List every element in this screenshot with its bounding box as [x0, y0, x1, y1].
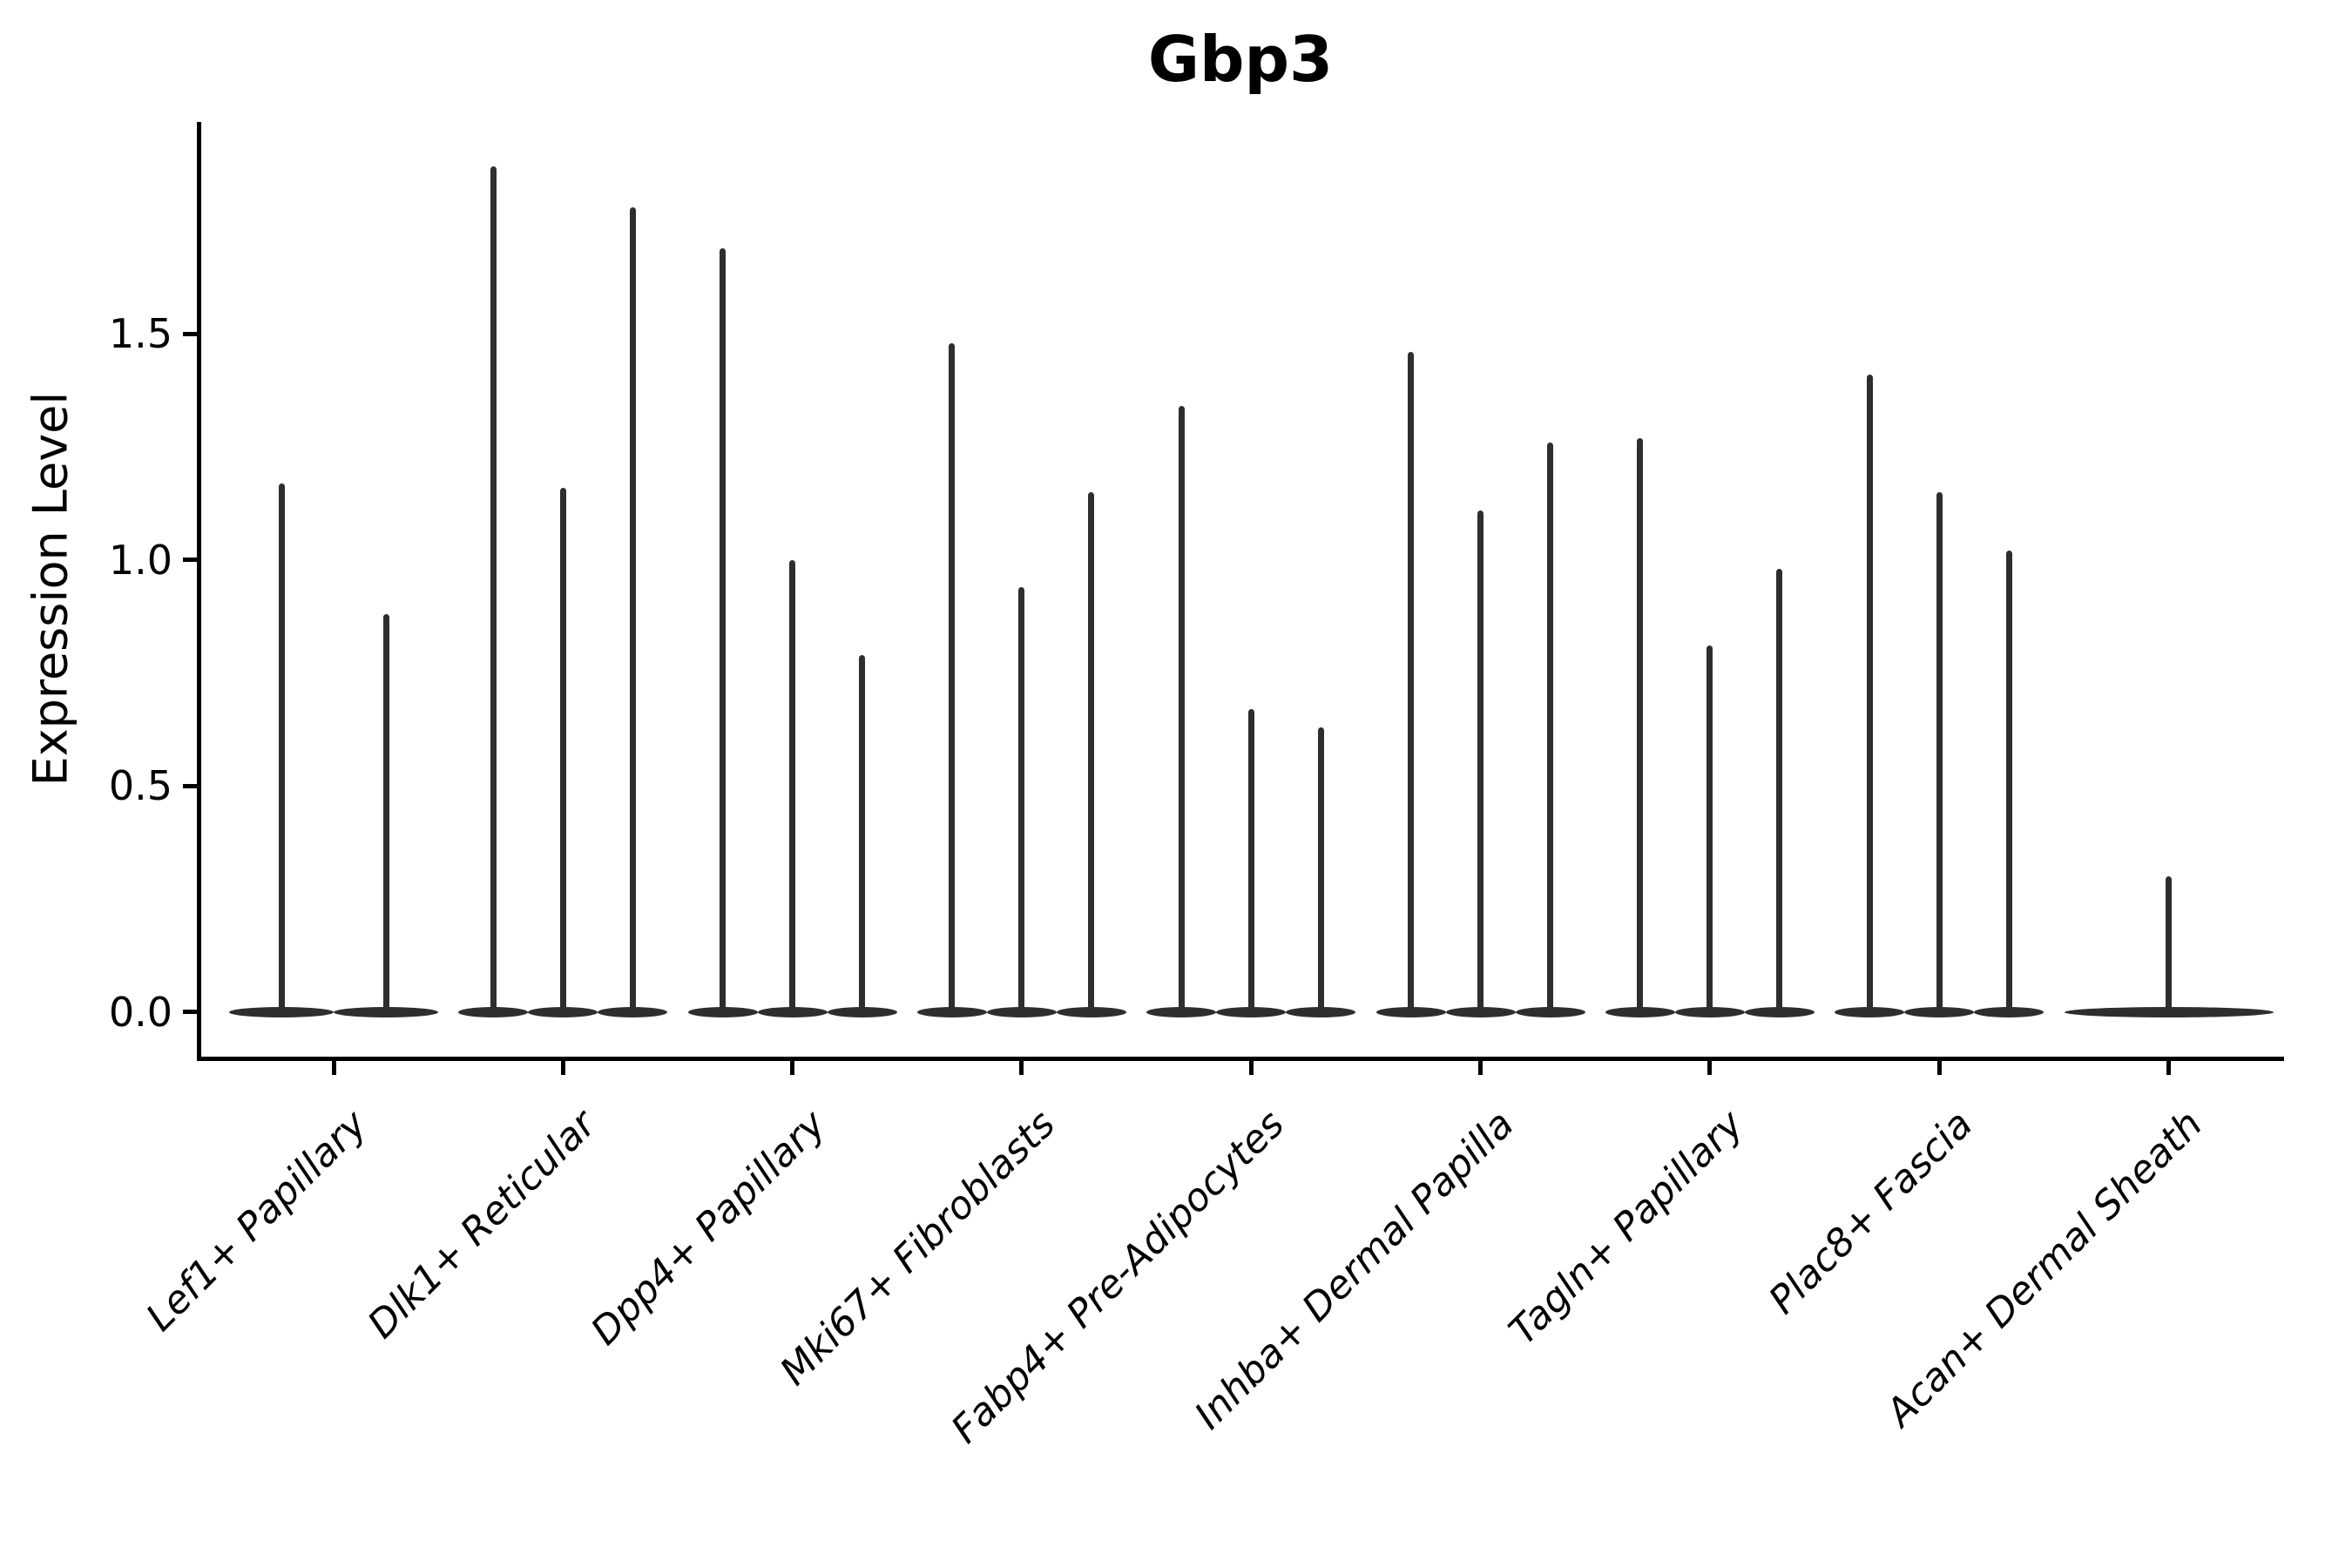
violin-base — [1744, 1006, 1815, 1017]
y-tick-label: 0.5 — [108, 762, 172, 810]
x-axis-spine — [197, 1057, 2284, 1061]
x-tick-label: Plac8+ Fascia — [1760, 1102, 1982, 1323]
violin-spike — [490, 166, 497, 1012]
x-tick-mark — [1936, 1061, 1942, 1075]
violin-spike — [1776, 569, 1783, 1012]
x-tick-mark — [1248, 1061, 1254, 1075]
y-tick-mark — [183, 331, 197, 336]
violin-spike — [1637, 437, 1644, 1012]
chart-title: Gbp3 — [1147, 23, 1334, 96]
x-tick-mark — [790, 1061, 795, 1075]
y-axis-label: Expression Level — [23, 391, 78, 787]
x-tick-label: Tagln+ Papillary — [1500, 1102, 1753, 1354]
violin-spike — [278, 483, 285, 1012]
violin-base — [827, 1006, 897, 1017]
violin-spike — [2166, 875, 2173, 1012]
violin-base — [1146, 1006, 1217, 1017]
x-tick-label: Lef1+ Papillary — [138, 1102, 376, 1341]
violin-base — [1605, 1006, 1675, 1017]
x-tick-label: Dlk1+ Reticular — [360, 1102, 605, 1348]
violin-spike — [1707, 645, 1713, 1012]
violin-spike — [1547, 442, 1554, 1012]
x-tick-mark — [560, 1061, 565, 1075]
violin-base — [1286, 1006, 1356, 1017]
violin-base — [986, 1006, 1057, 1017]
x-tick-mark — [1707, 1061, 1713, 1075]
violin-spike — [1408, 352, 1415, 1012]
violin-spike — [1317, 727, 1324, 1012]
violin-spike — [559, 487, 566, 1012]
x-tick-mark — [2166, 1061, 2172, 1075]
y-tick-mark — [183, 558, 197, 563]
violin-base — [1835, 1006, 1905, 1017]
violin-spike — [1247, 708, 1254, 1012]
violin-spike — [629, 207, 636, 1012]
x-tick-mark — [1019, 1061, 1024, 1075]
x-tick-mark — [1478, 1061, 1484, 1075]
violin-base — [687, 1006, 758, 1017]
violin-base — [1445, 1006, 1516, 1017]
y-tick-mark — [183, 1010, 197, 1014]
x-tick-mark — [331, 1061, 336, 1075]
violin-spike — [1088, 491, 1095, 1012]
y-tick-mark — [183, 783, 197, 788]
violin-base — [757, 1006, 828, 1017]
violin-spike — [1936, 491, 1943, 1012]
violin-base — [528, 1006, 598, 1017]
x-tick-label: Dpp4+ Papillary — [582, 1102, 835, 1355]
violin-base — [598, 1006, 668, 1017]
violin-spike — [859, 654, 866, 1012]
violin-spike — [1477, 510, 1484, 1012]
violin-spike — [382, 613, 389, 1012]
y-tick-label: 0.0 — [108, 988, 172, 1036]
violin-base — [1674, 1006, 1745, 1017]
violin-base — [1904, 1006, 1975, 1017]
violin-base — [916, 1006, 987, 1017]
violin-spike — [1178, 406, 1185, 1012]
violin-base — [2064, 1006, 2274, 1017]
violin-base — [1056, 1006, 1126, 1017]
y-tick-label: 1.5 — [108, 310, 172, 358]
violin-base — [1515, 1006, 1585, 1017]
y-axis-spine — [197, 122, 201, 1061]
violin-spike — [720, 247, 727, 1012]
violin-spike — [789, 559, 796, 1012]
violin-spike — [2005, 551, 2012, 1012]
violin-spike — [1018, 586, 1025, 1012]
violin-spike — [949, 342, 956, 1012]
y-tick-label: 1.0 — [108, 536, 172, 584]
violin-base — [458, 1006, 529, 1017]
violin-base — [229, 1006, 334, 1017]
violin-base — [1216, 1006, 1287, 1017]
violin-base — [1375, 1006, 1446, 1017]
violin-spike — [1866, 374, 1873, 1012]
violin-base — [334, 1006, 438, 1017]
violin-base — [1974, 1006, 2044, 1017]
